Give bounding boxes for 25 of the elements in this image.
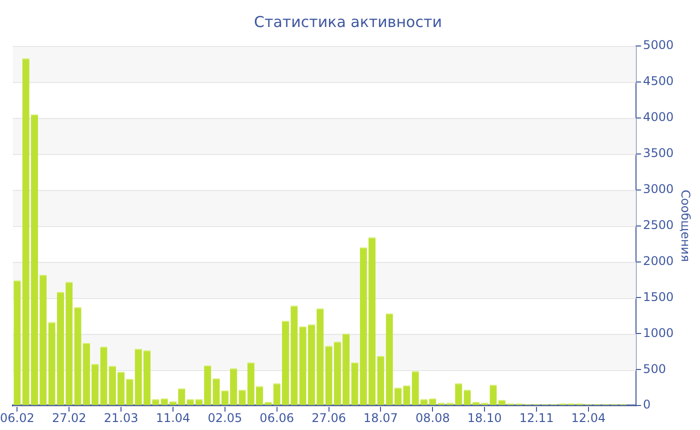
x-tick-label: 11.04 [156, 410, 190, 425]
y-tick-label: 3000 [643, 182, 674, 196]
x-tick-label: 27.02 [52, 410, 86, 425]
y-tick-label: 4000 [643, 110, 674, 124]
x-tick-label: 08.08 [415, 410, 450, 425]
x-tick-label: 12.04 [571, 410, 606, 425]
y-tick-label: 1000 [643, 326, 674, 340]
x-tick-label: 27.06 [312, 410, 346, 425]
x-tick-label: 18.07 [364, 410, 398, 425]
x-tick-label: 18.10 [467, 410, 502, 425]
y-tick-label: 1500 [643, 290, 674, 304]
y-tick-label: 500 [643, 362, 666, 376]
x-tick-label: 02.05 [208, 410, 242, 425]
y-tick-label: 5000 [643, 38, 674, 52]
y-axis-title: Сообщения [678, 190, 693, 262]
y-tick-label: 3500 [643, 146, 674, 160]
y-tick-label: 4500 [643, 74, 674, 88]
chart-title: Статистика активности [254, 12, 442, 31]
y-tick-label: 0 [643, 398, 651, 412]
y-tick-label: 2500 [643, 218, 674, 232]
y-tick-label: 2000 [643, 254, 674, 268]
x-tick-label: 21.03 [104, 410, 138, 425]
x-tick-label: 06.06 [260, 410, 294, 425]
x-tick-label: 12.11 [519, 410, 554, 425]
x-tick-label: 06.02 [0, 410, 34, 425]
